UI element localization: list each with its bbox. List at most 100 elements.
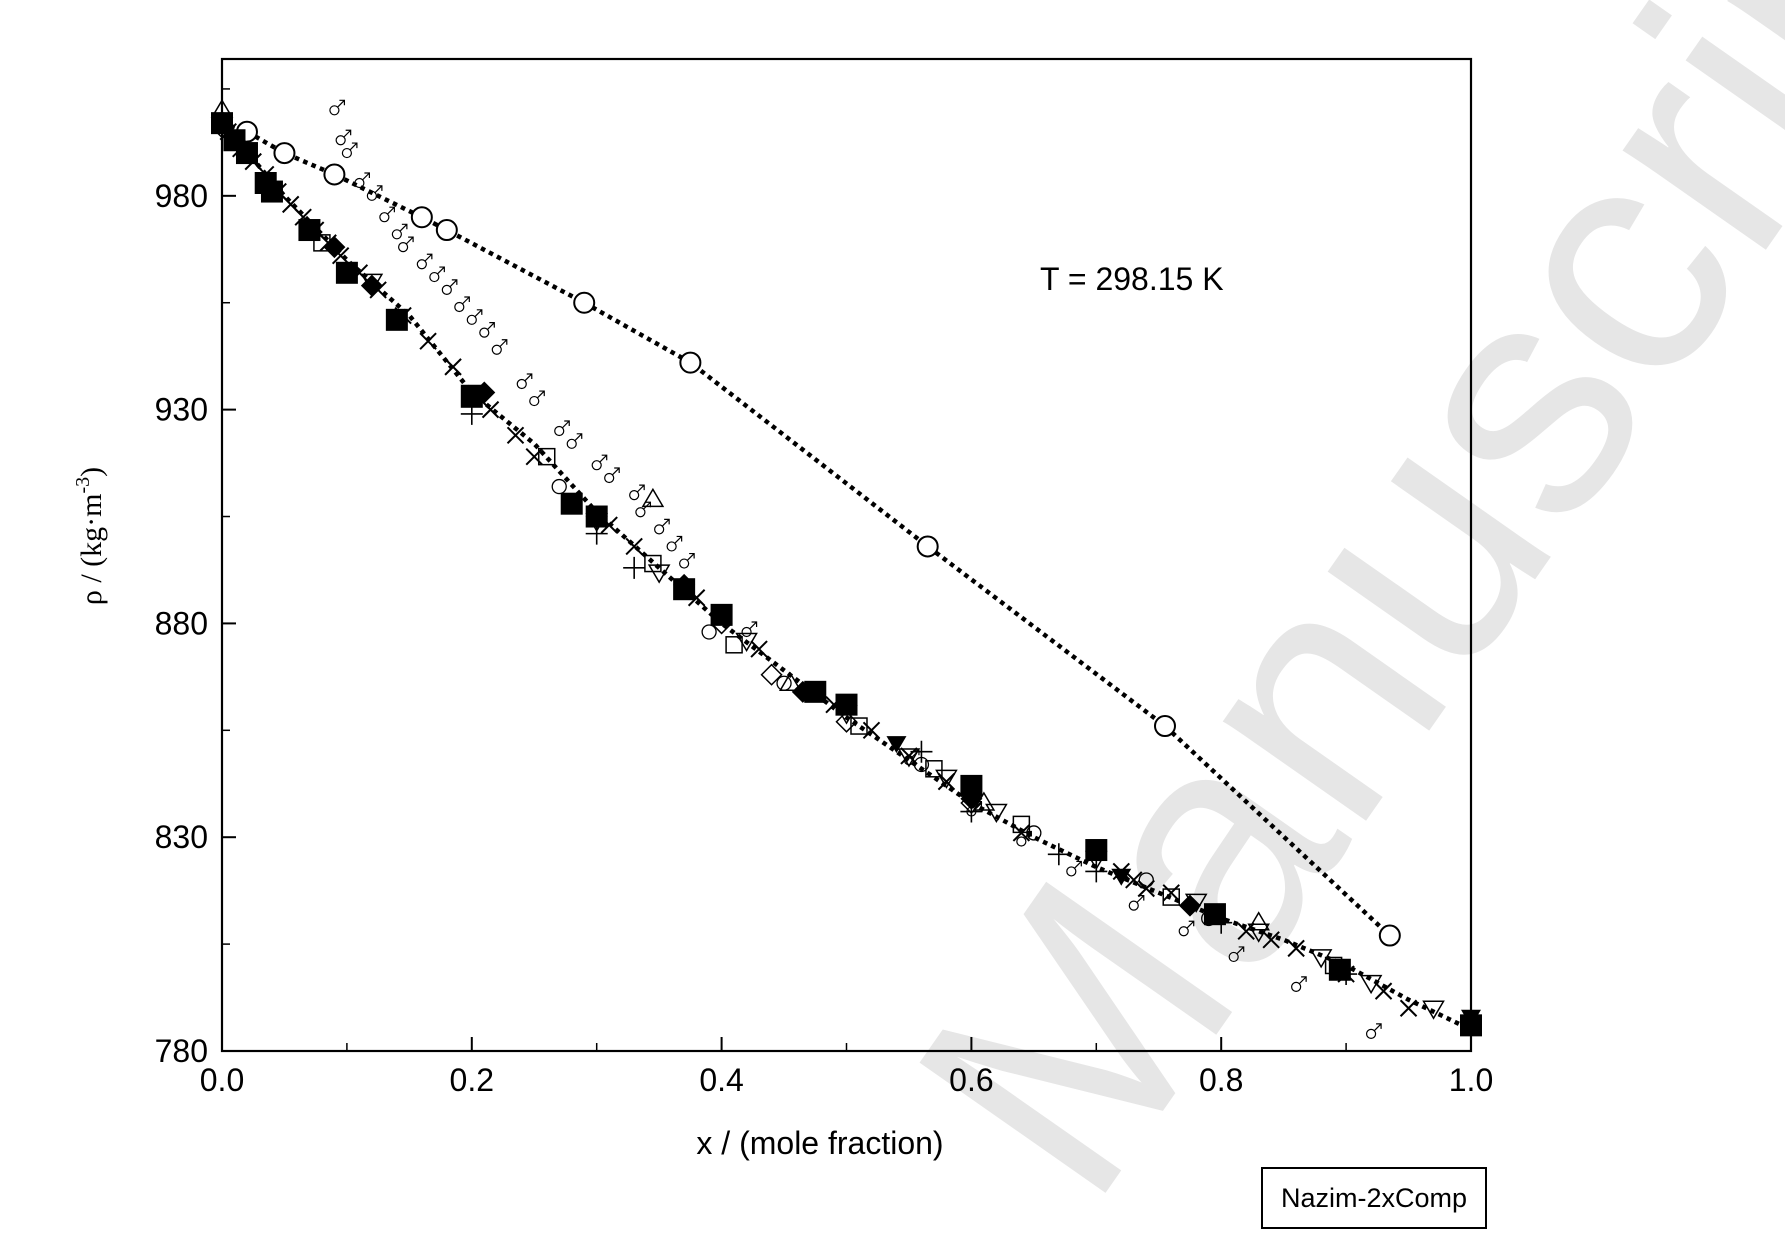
- data-point: [1236, 946, 1245, 955]
- data-point: [341, 147, 352, 159]
- x-axis-label: x / (mole fraction): [696, 1125, 943, 1161]
- data-point: [973, 800, 982, 809]
- data-point: [385, 308, 408, 331]
- data-point: [1186, 920, 1195, 929]
- data-point: [1247, 911, 1270, 931]
- data-point: [913, 756, 930, 773]
- data-point: [329, 105, 340, 116]
- data-point: [435, 219, 458, 242]
- data-point: [1012, 815, 1031, 834]
- data-point: [985, 803, 1008, 824]
- data-point: [1374, 982, 1393, 1000]
- data-point: [835, 693, 858, 716]
- data-point: [591, 460, 602, 471]
- data-point: [749, 621, 758, 630]
- data-point: [644, 554, 662, 573]
- temperature-annotation: T = 298.15 K: [1040, 261, 1224, 297]
- data-point: [701, 624, 717, 640]
- data-point: [1298, 976, 1307, 985]
- data-point: [257, 165, 275, 184]
- data-point: [960, 787, 983, 810]
- y-tick-label: 880: [155, 605, 208, 641]
- data-point: [1365, 1028, 1377, 1039]
- series-open-circle-large: [211, 112, 1401, 947]
- data-point: [429, 271, 440, 283]
- data-point: [1262, 931, 1280, 949]
- manuscript-watermark: Manuscript: [845, 0, 1785, 1248]
- data-point: [791, 680, 814, 703]
- data-point: [1153, 715, 1176, 738]
- data-point: [561, 420, 570, 429]
- data-point: [424, 253, 433, 262]
- data-point: [273, 142, 296, 165]
- data-point: [323, 236, 346, 259]
- data-point: [461, 296, 470, 305]
- data-point: [574, 433, 583, 442]
- data-point: [778, 671, 802, 692]
- data-point: [1085, 860, 1108, 883]
- data-point: [1125, 871, 1143, 889]
- data-point: [641, 487, 665, 508]
- data-point: [335, 135, 346, 146]
- data-point: [551, 478, 567, 495]
- data-point: [454, 301, 465, 313]
- data-point: [710, 612, 733, 635]
- data-point: [1136, 895, 1145, 904]
- data-point: [1016, 836, 1027, 847]
- data-point: [379, 212, 390, 223]
- data-point: [1335, 963, 1358, 986]
- data-point: [916, 535, 939, 558]
- data-point: [479, 327, 490, 338]
- data-point: [1178, 894, 1201, 917]
- y-tick-label: 980: [155, 178, 208, 214]
- data-point: [360, 274, 383, 297]
- data-point: [1162, 884, 1180, 902]
- data-point: [573, 291, 596, 314]
- x-tick-label: 0.4: [699, 1062, 743, 1098]
- data-point: [486, 322, 495, 331]
- data-point: [481, 400, 500, 419]
- data-point: [835, 705, 858, 725]
- data-point: [516, 378, 527, 390]
- data-point: [1359, 974, 1383, 995]
- data-point: [741, 626, 752, 638]
- data-point: [366, 190, 377, 201]
- data-point: [354, 177, 365, 189]
- data-point: [323, 163, 346, 186]
- data-point: [391, 229, 402, 240]
- data-point: [554, 425, 565, 437]
- data-point: [654, 524, 665, 535]
- data-point: [349, 142, 358, 151]
- data-point: [336, 99, 346, 108]
- data-point: [398, 242, 409, 253]
- series-cross-plus: [460, 402, 1358, 986]
- data-point: [1328, 958, 1351, 981]
- data-point: [629, 490, 640, 501]
- data-point: [910, 740, 933, 763]
- data-point: [625, 537, 643, 556]
- data-point: [599, 454, 608, 463]
- axis-ticks: 0.0 0.2 0.4 0.6 0.8 1.0 780 830 880 930 980: [155, 88, 1493, 1098]
- y-axis-label: ρ / (kg·m-3): [72, 467, 108, 605]
- data-point: [686, 552, 695, 561]
- data-point: [1111, 868, 1132, 886]
- data-point: [1228, 951, 1239, 963]
- data-point: [911, 749, 920, 758]
- data-point: [405, 236, 414, 245]
- figure-tag: Nazim-2xComp: [1281, 1183, 1467, 1213]
- data-point: [537, 447, 556, 466]
- data-point: [529, 395, 540, 407]
- y-tick-label: 930: [155, 392, 208, 428]
- series-open-circle-small: [551, 478, 1217, 927]
- x-tick-label: 0.0: [200, 1062, 244, 1098]
- data-point: [374, 185, 383, 194]
- data-point: [960, 774, 983, 797]
- series-filled-diamond: [323, 236, 1201, 917]
- series-x-cross: [219, 122, 1418, 1017]
- data-point: [1399, 999, 1418, 1017]
- data-point: [666, 541, 677, 552]
- data-point: [506, 426, 525, 444]
- data-point: [1066, 866, 1077, 877]
- data-point: [935, 769, 958, 789]
